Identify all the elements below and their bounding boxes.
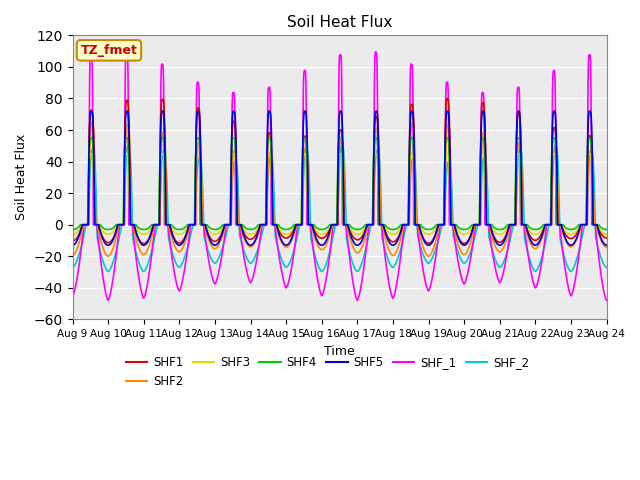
SHF2	[68, 252, 76, 258]
SHF3	[250, 230, 258, 236]
SHF_1	[372, 49, 380, 55]
SHF2	[250, 241, 258, 247]
SHF5	[573, 233, 581, 239]
SHF1	[68, 238, 76, 244]
Title: Soil Heat Flux: Soil Heat Flux	[287, 15, 392, 30]
SHF_1	[474, 222, 482, 228]
SHF4	[474, 222, 482, 228]
SHF4	[321, 226, 329, 232]
SHF2	[474, 222, 482, 228]
SHF_2	[603, 264, 611, 270]
SHF1	[140, 241, 148, 247]
SHF_1	[250, 270, 258, 276]
SHF3	[459, 231, 467, 237]
SHF5	[266, 108, 273, 114]
SHF4	[603, 227, 611, 232]
SHF2	[104, 253, 112, 259]
SHF5	[321, 240, 329, 245]
SHF5	[580, 222, 588, 228]
SHF2	[321, 243, 329, 249]
Line: SHF4: SHF4	[72, 138, 607, 229]
SHF5	[603, 242, 611, 248]
SHF1	[474, 222, 482, 228]
Legend: SHF1, SHF2, SHF3, SHF4, SHF5, SHF_1, SHF_2: SHF1, SHF2, SHF3, SHF4, SHF5, SHF_1, SHF…	[121, 352, 534, 393]
SHF1	[321, 234, 329, 240]
SHF2	[574, 234, 582, 240]
SHF4	[580, 222, 588, 228]
SHF_2	[250, 256, 258, 262]
SHF1	[459, 240, 467, 246]
SHF4	[250, 226, 258, 232]
SHF1	[444, 96, 451, 101]
SHF_2	[459, 260, 467, 265]
Line: SHF3: SHF3	[72, 154, 607, 234]
Y-axis label: Soil Heat Flux: Soil Heat Flux	[15, 134, 28, 220]
SHF_2	[580, 223, 588, 229]
SHF1	[250, 235, 258, 240]
SHF4	[68, 227, 76, 232]
SHF3	[603, 231, 611, 237]
SHF5	[68, 242, 76, 248]
SHF_1	[573, 262, 581, 268]
Line: SHF_1: SHF_1	[72, 52, 607, 300]
SHF4	[372, 135, 380, 141]
SHF2	[603, 244, 611, 250]
SHF3	[68, 231, 76, 237]
SHF1	[574, 229, 582, 235]
Line: SHF1: SHF1	[72, 98, 607, 244]
SHF_2	[474, 222, 482, 228]
SHF_1	[321, 281, 329, 287]
SHF_2	[321, 263, 329, 269]
SHF5	[250, 240, 258, 245]
SHF_1	[603, 298, 611, 303]
SHF3	[321, 230, 329, 236]
SHF2	[580, 222, 588, 228]
SHF5	[459, 242, 467, 248]
SHF3	[580, 222, 588, 228]
SHF3	[372, 151, 380, 156]
SHF3	[474, 222, 482, 228]
SHF_1	[459, 279, 467, 285]
SHF_1	[580, 222, 588, 228]
SHF_2	[68, 264, 76, 270]
SHF_2	[104, 268, 112, 274]
SHF3	[573, 227, 581, 233]
SHF_2	[552, 143, 559, 149]
X-axis label: Time: Time	[324, 345, 355, 358]
Line: SHF_2: SHF_2	[72, 146, 607, 271]
SHF4	[573, 224, 581, 229]
SHF1	[580, 222, 588, 228]
SHF5	[474, 222, 482, 228]
Line: SHF2: SHF2	[72, 122, 607, 256]
SHF2	[459, 252, 467, 257]
Text: TZ_fmet: TZ_fmet	[81, 44, 138, 57]
SHF4	[459, 227, 467, 232]
SHF1	[603, 235, 611, 241]
SHF_1	[68, 293, 76, 299]
Line: SHF5: SHF5	[72, 111, 607, 245]
SHF_2	[574, 253, 582, 259]
SHF2	[88, 120, 96, 125]
